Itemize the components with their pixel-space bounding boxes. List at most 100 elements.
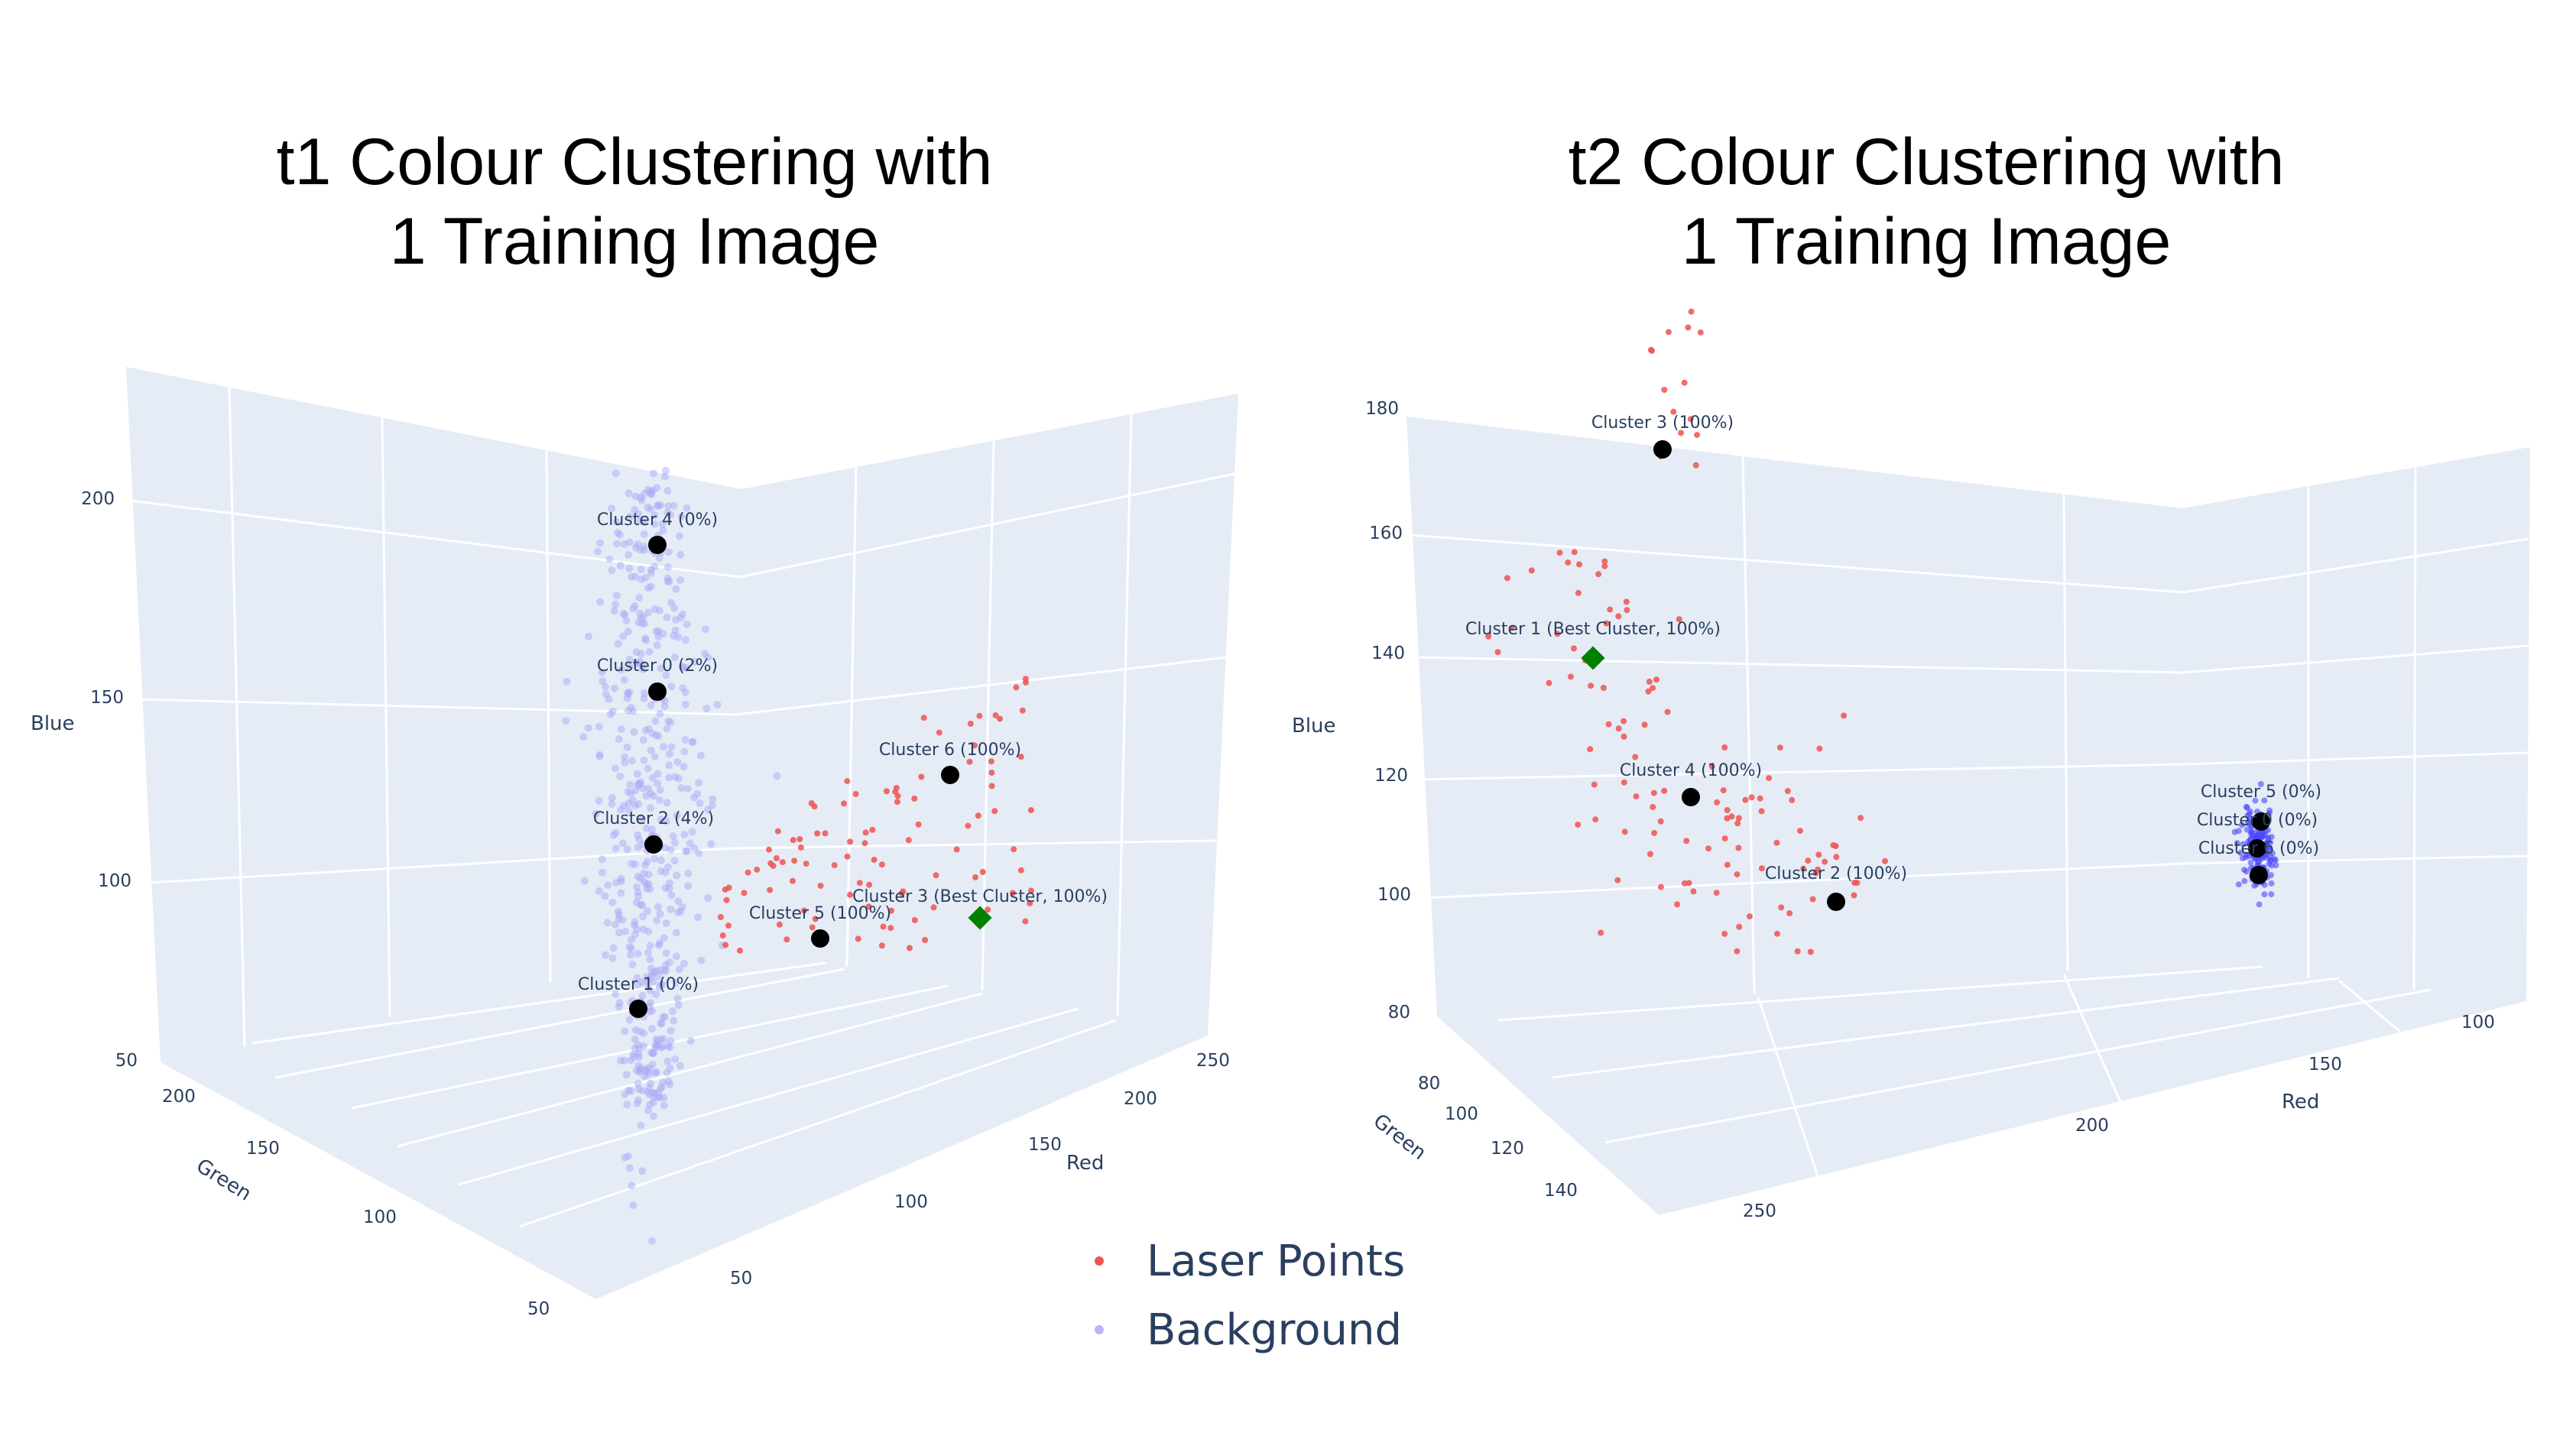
laser-point [880,923,887,930]
centroid-t2-cluster-5[interactable] [2252,812,2270,831]
background-point [2240,841,2247,848]
centroid-t1-cluster-4[interactable] [648,536,667,554]
legend-item-laser-points[interactable]: Laser Points [1085,1227,1405,1295]
laser-point [1735,844,1742,851]
centroid-t2-cluster-2[interactable] [1827,893,1845,911]
background-point [654,780,662,788]
legend[interactable]: Laser Points Background [1085,1227,1405,1364]
background-point [595,796,603,805]
legend-marker-laser [1095,1256,1104,1266]
background-point [623,1101,631,1109]
centroid-t1-cluster-2[interactable] [644,835,663,854]
laser-point [1815,851,1822,858]
laser-point [1757,795,1763,802]
background-point [676,532,683,540]
centroid-t2-cluster-3[interactable] [1653,440,1672,459]
background-point [649,1088,657,1097]
z-axis-label-t2: Blue [1292,715,1336,737]
laser-point [1650,685,1656,692]
background-point [680,763,688,771]
background-point [673,994,682,1003]
z-tick-t1-50: 50 [115,1051,138,1071]
background-point [625,655,634,663]
centroid-t2-cluster-4[interactable] [1682,788,1700,806]
background-point [628,961,637,969]
centroid-t1-cluster-0[interactable] [648,682,667,701]
background-point [609,831,618,839]
background-point [621,758,629,767]
background-point [641,726,650,734]
legend-item-background[interactable]: Background [1085,1295,1405,1364]
laser-point [971,742,978,749]
laser-point [719,932,726,939]
laser-point [1721,930,1728,937]
background-point [683,785,692,793]
centroid-t1-cluster-5[interactable] [811,929,829,948]
y-tick-t1-200: 200 [162,1087,196,1107]
centroid-t1-cluster-3-best[interactable] [968,906,992,930]
background-point [671,979,680,987]
laser-point [791,857,798,864]
background-point [644,984,653,992]
scene-t2[interactable]: 180 160 140 120 100 80 Blue 80 100 120 1… [1292,308,2530,1221]
cluster-labels-t2: Cluster 3 (100%) Cluster 1 (Best Cluster… [1465,413,2321,883]
background-point [650,562,659,571]
centroid-t2-cluster-0[interactable] [2248,839,2266,857]
laser-point [997,715,1003,722]
background-point [680,960,688,968]
background-point [645,647,654,656]
laser-point [1485,633,1492,640]
background-point [682,847,690,855]
laser-point [976,712,983,719]
laser-point [988,770,995,776]
background-point [684,869,693,877]
background-point [621,1027,629,1036]
laser-point [1748,794,1755,801]
background-point [640,518,648,526]
background-point [647,970,656,978]
cluster-label-t1-2: Cluster 2 (4%) [593,809,714,828]
centroid-t2-cluster-6[interactable] [2250,866,2268,884]
background-point [2265,835,2272,841]
background-point [659,527,667,534]
background-point [654,732,663,741]
background-point [674,1001,683,1010]
background-point [684,882,693,890]
background-point [629,1050,638,1058]
laser-point [1632,754,1639,760]
background-point [670,501,678,510]
background-point [667,1026,675,1035]
background-point [647,746,655,754]
laser-point [1685,324,1692,331]
background-point [667,891,676,900]
laser-point [1587,746,1594,753]
centroid-t1-cluster-6[interactable] [941,766,959,784]
background-point [608,566,616,575]
background-point [691,657,699,666]
background-point [657,664,665,673]
centroid-t1-cluster-1[interactable] [629,1000,647,1018]
laser-point [801,907,807,914]
background-point [644,486,652,494]
background-point [671,1055,680,1063]
laser-point [1554,630,1561,637]
background-point [650,753,659,761]
scene-t1[interactable]: 200 150 100 50 Blue 200 150 100 50 Green… [31,367,1238,1319]
background-point [663,1068,671,1077]
background-point [619,632,628,640]
background-point [661,844,670,852]
laser-point [1508,624,1515,631]
background-point [652,990,660,999]
centroid-t2-cluster-1-best[interactable] [1581,646,1605,670]
laser-point [1830,841,1837,848]
y-tick-t1-150: 150 [246,1139,280,1159]
laser-point [1778,904,1785,911]
laser-point [1013,684,1020,691]
background-point [579,733,588,741]
laser-point [803,861,809,867]
laser-point [1776,744,1783,751]
background-point [647,582,655,591]
background-point [649,1112,657,1120]
background-point [602,951,610,959]
laser-point [1736,923,1743,930]
